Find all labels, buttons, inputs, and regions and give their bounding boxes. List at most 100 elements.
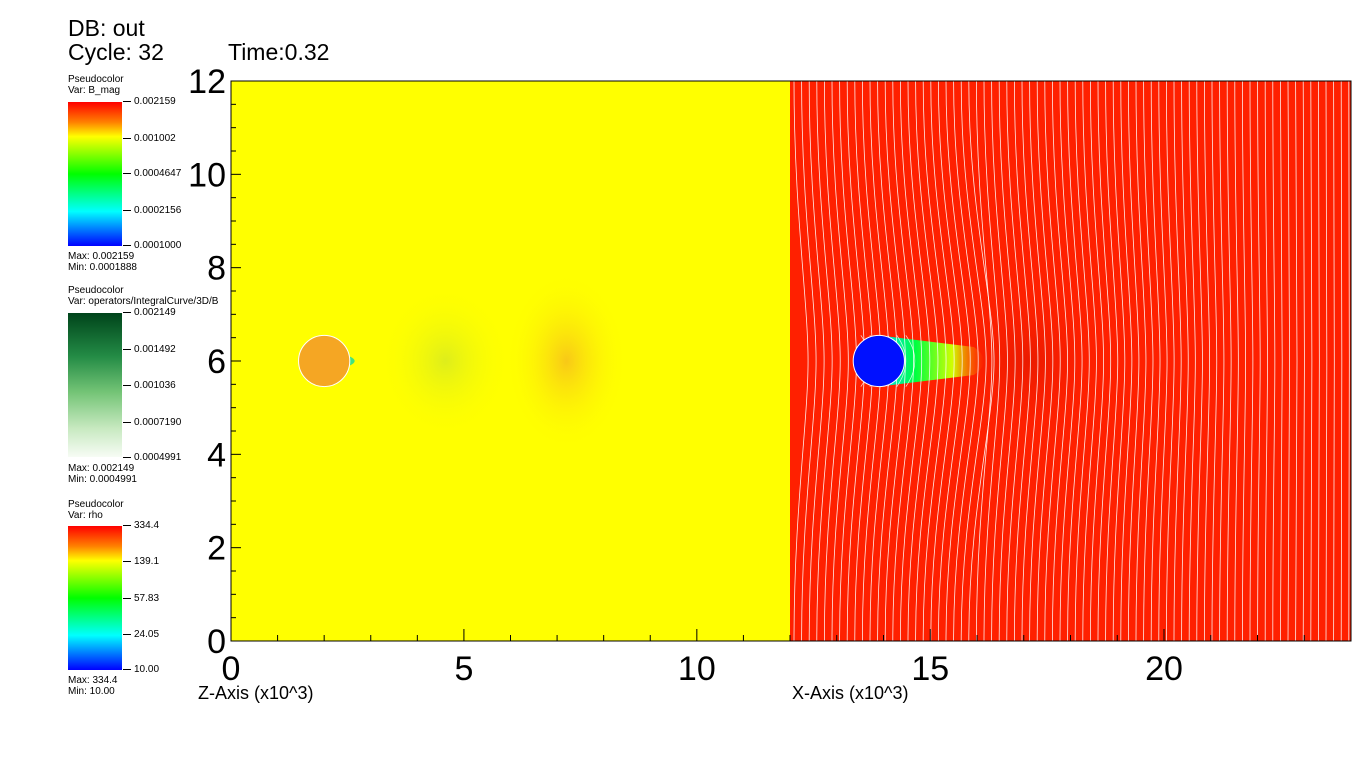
x-axis-label-left: Z-Axis (x10^3) — [198, 683, 313, 703]
legend-tick: 0.0004991 — [123, 453, 181, 463]
y-tick-label: 8 — [207, 250, 226, 288]
streamline — [892, 80, 914, 642]
streamline — [816, 80, 833, 642]
streamline — [1082, 80, 1097, 642]
streamline — [1150, 80, 1161, 642]
streamline — [907, 80, 931, 642]
streamline — [1264, 80, 1268, 642]
streamline — [960, 80, 987, 642]
streamline — [1302, 80, 1305, 642]
streamline — [1021, 80, 1039, 642]
legend-tick: 57.83 — [123, 594, 159, 604]
wake-front — [505, 272, 627, 450]
legend-tick: 0.001492 — [123, 345, 176, 355]
streamline — [915, 80, 939, 642]
legend-max: Max: 0.002159 — [68, 251, 135, 262]
wake-shock — [380, 286, 511, 436]
streamline — [1074, 80, 1090, 642]
streamline — [953, 80, 979, 642]
streamline — [1097, 80, 1112, 642]
legend-tick: 0.002159 — [123, 97, 176, 107]
colorbar-integral-curve — [68, 313, 122, 457]
streamline — [998, 80, 1016, 642]
colorbar-rho — [68, 526, 122, 670]
streamline — [1272, 80, 1276, 642]
legend-tick: 0.0001000 — [123, 241, 181, 251]
streamline — [1044, 80, 1061, 642]
y-tick-label: 6 — [207, 343, 226, 381]
axes: 0 2 4 6 8 10 12 0 5 10 15 20 Z-Axis (x10^3) X-Axis (x… — [188, 63, 1352, 703]
cycle-label: Cycle: 32 — [68, 39, 164, 65]
legend-min: Min: 0.0001888 — [68, 262, 137, 273]
streamline — [1295, 80, 1298, 642]
streamline — [1158, 80, 1168, 642]
streamline — [1204, 80, 1210, 642]
legend-tick: 0.001002 — [123, 134, 176, 144]
streamline — [905, 335, 916, 387]
legend-title: Pseudocolor — [68, 74, 124, 85]
streamline — [884, 80, 906, 642]
streamline — [1173, 80, 1182, 642]
x-tick-label: 5 — [454, 650, 473, 688]
streamline — [793, 80, 809, 642]
time-label: Time:0.32 — [228, 39, 330, 65]
x-tick-label: 0 — [222, 650, 241, 688]
streamline — [1280, 80, 1283, 642]
streamline — [1242, 80, 1247, 642]
streamline — [824, 80, 841, 642]
streamline — [1348, 80, 1350, 642]
streamline — [983, 80, 1001, 642]
legend-tick: 0.0002156 — [123, 206, 181, 216]
streamline — [1325, 80, 1328, 642]
streamline — [968, 80, 995, 642]
legend-tick: 0.0007190 — [123, 418, 181, 428]
streamline — [1318, 80, 1320, 642]
streamline — [1249, 80, 1254, 642]
streamline — [1287, 80, 1291, 642]
streamline — [1226, 80, 1232, 642]
streamline — [938, 80, 963, 642]
left-panel-wake — [339, 272, 627, 450]
legend-max: Max: 0.002149 — [68, 463, 135, 474]
streamline — [1333, 80, 1335, 642]
streamline — [1059, 80, 1076, 642]
streamline — [991, 80, 1008, 642]
streamline — [808, 80, 825, 642]
x-tick-label: 15 — [911, 650, 949, 688]
streamline — [945, 80, 971, 642]
streamline — [922, 80, 947, 642]
y-tick-label: 12 — [188, 63, 226, 101]
legend-var: Var: rho — [68, 510, 103, 521]
streamline — [801, 80, 817, 642]
legend-title: Pseudocolor — [68, 499, 124, 510]
streamline — [1006, 80, 1024, 642]
legend-tick: 0.002149 — [123, 308, 176, 318]
x-tick-label: 20 — [1145, 650, 1183, 688]
legend-var: Var: B_mag — [68, 85, 121, 96]
y-tick-label: 10 — [188, 156, 226, 194]
streamline — [1257, 80, 1261, 642]
streamline — [1181, 80, 1189, 642]
streamline — [1120, 80, 1133, 642]
streamline — [1219, 80, 1225, 642]
left-panel-object — [298, 334, 351, 388]
streamline — [1310, 80, 1313, 642]
streamline — [1211, 80, 1218, 642]
y-tick-label: 0 — [207, 623, 226, 661]
colorbar-b-mag — [68, 102, 122, 246]
streamline — [1340, 80, 1343, 642]
streamline — [831, 80, 849, 642]
streamline — [930, 80, 955, 642]
x-axis-label-right: X-Axis (x10^3) — [792, 683, 908, 703]
streamline — [1105, 80, 1119, 642]
streamline — [1029, 80, 1046, 642]
legend-title: Pseudocolor — [68, 285, 124, 296]
streamline — [1143, 80, 1154, 642]
streamline — [1128, 80, 1140, 642]
legend-tick: 0.001036 — [123, 381, 176, 391]
streamline — [1234, 80, 1239, 642]
legend-min: Min: 0.0004991 — [68, 474, 137, 485]
streamline — [976, 80, 993, 642]
right-panel-object — [852, 334, 905, 388]
